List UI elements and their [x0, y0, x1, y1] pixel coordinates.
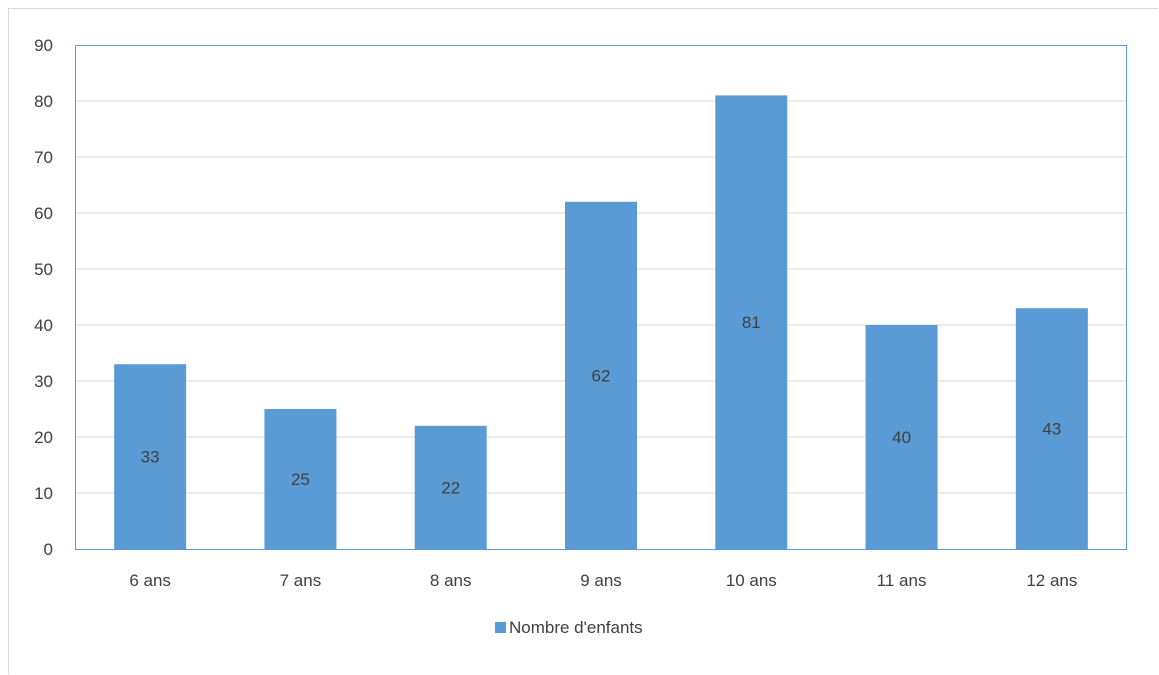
data-label: 43 [1042, 420, 1061, 439]
y-axis-tick-labels: 0 10 20 30 40 50 60 70 80 90 [34, 36, 53, 559]
legend-swatch [495, 622, 506, 633]
data-label: 22 [441, 478, 460, 497]
y-tick-label: 0 [44, 540, 53, 559]
legend-label: Nombre d'enfants [509, 618, 643, 637]
y-tick-label: 50 [34, 260, 53, 279]
data-label: 62 [592, 366, 611, 385]
x-tick-label: 11 ans [877, 571, 927, 590]
x-tick-label: 8 ans [430, 571, 472, 590]
y-tick-label: 90 [34, 36, 53, 55]
y-tick-label: 60 [34, 204, 53, 223]
plot-area-border [75, 45, 1127, 550]
y-tick-label: 10 [34, 484, 53, 503]
x-axis-tick-labels: 6 ans 7 ans 8 ans 9 ans 10 ans 11 ans 12 ans [129, 571, 1077, 590]
bar [715, 95, 788, 550]
y-tick-label: 80 [34, 92, 53, 111]
x-tick-label: 7 ans [280, 571, 322, 590]
y-tick-label: 20 [34, 428, 53, 447]
data-labels: 33 25 22 62 81 40 43 [141, 313, 1062, 497]
legend: Nombre d'enfants [495, 618, 643, 637]
bar [565, 201, 637, 550]
bar [414, 425, 487, 549]
y-tick-label: 40 [34, 316, 53, 335]
x-tick-label: 12 ans [1026, 571, 1077, 590]
chart-container: 33 25 22 62 81 40 43 0 10 20 30 40 50 60 70 80 90 6 ans… [8, 8, 1158, 674]
bar-chart: 33 25 22 62 81 40 43 0 10 20 30 40 50 60 70 80 90 6 ans… [34, 36, 1127, 637]
bar [1015, 308, 1088, 549]
y-tick-label: 30 [34, 372, 53, 391]
bars [114, 95, 1088, 550]
x-tick-label: 10 ans [726, 571, 777, 590]
x-tick-label: 9 ans [580, 571, 622, 590]
bar [114, 364, 187, 549]
x-tick-label: 6 ans [129, 571, 171, 590]
data-label: 33 [141, 448, 160, 467]
data-label: 81 [742, 313, 761, 332]
data-label: 25 [291, 470, 310, 489]
bar [264, 409, 337, 549]
bar [865, 325, 938, 549]
data-label: 40 [892, 428, 911, 447]
y-tick-label: 70 [34, 148, 53, 167]
